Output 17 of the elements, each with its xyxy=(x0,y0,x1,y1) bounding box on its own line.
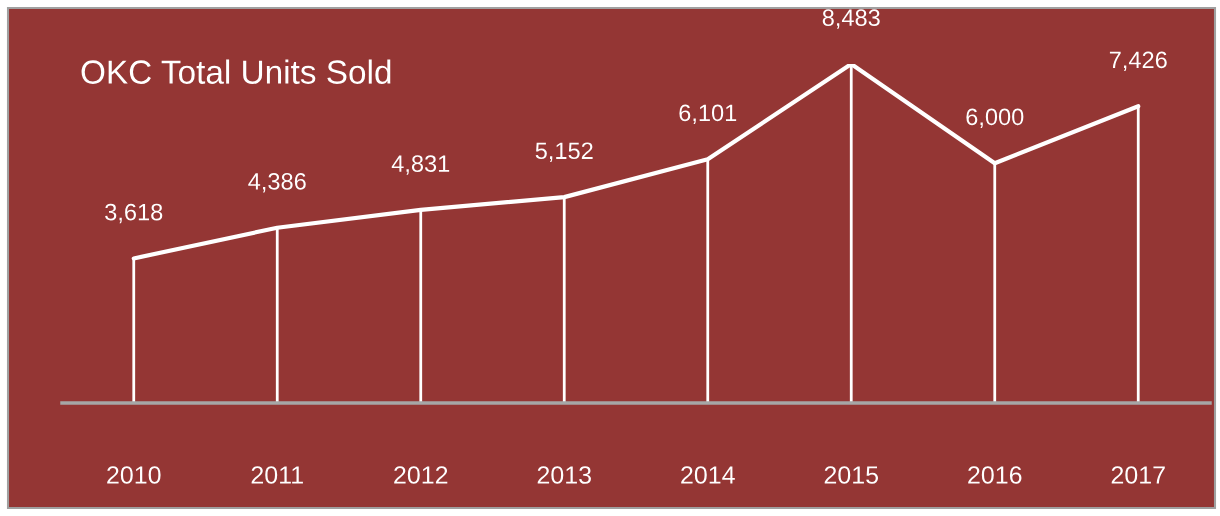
x-tick-label: 2014 xyxy=(681,466,735,484)
data-label: 4,386 xyxy=(248,173,306,193)
chart-title: OKC Total Units Sold xyxy=(81,59,391,84)
x-tick-label: 2013 xyxy=(537,466,591,484)
data-label: 3,618 xyxy=(105,203,163,224)
data-label: 5,152 xyxy=(535,142,593,162)
data-label: 6,101 xyxy=(679,104,737,124)
x-tick-label: 2012 xyxy=(394,466,448,484)
x-tick-label: 2017 xyxy=(1111,466,1165,484)
x-tick-label: 2016 xyxy=(968,466,1022,484)
x-tick-label: 2010 xyxy=(107,466,161,484)
data-label: 6,000 xyxy=(966,108,1024,129)
data-label: 7,426 xyxy=(1109,51,1167,72)
x-tick-label: 2015 xyxy=(824,466,879,484)
x-tick-label: 2011 xyxy=(251,466,303,484)
data-label: 8,483 xyxy=(822,9,880,29)
data-label: 4,831 xyxy=(391,155,450,175)
